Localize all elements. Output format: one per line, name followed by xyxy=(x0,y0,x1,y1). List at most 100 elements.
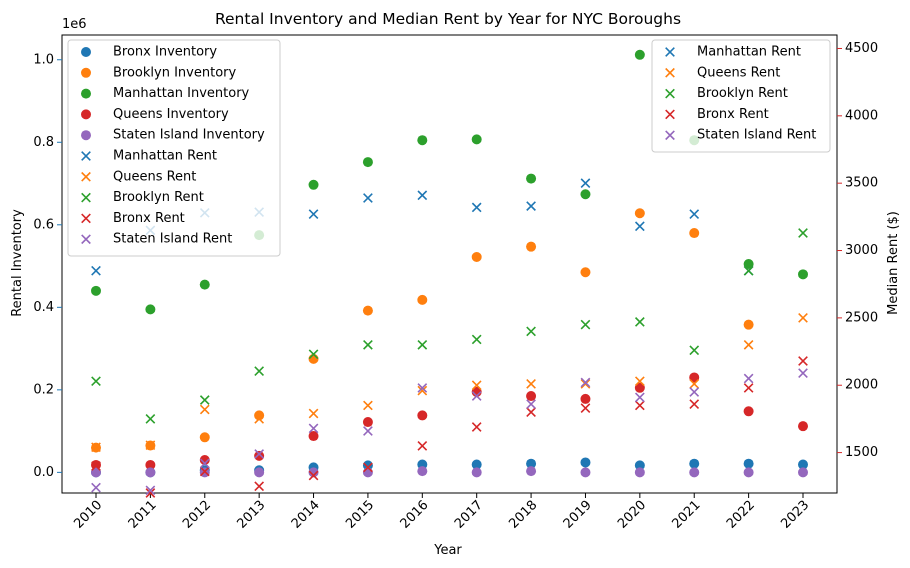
legend-label: Brooklyn Rent xyxy=(697,86,788,101)
rent-point xyxy=(743,265,754,276)
inventory-point xyxy=(308,431,319,442)
rent-point xyxy=(363,462,373,473)
rent-point xyxy=(526,326,536,337)
inventory-point xyxy=(145,467,156,478)
left-tick-label: 0.2 xyxy=(33,382,54,397)
legend-inventory: Bronx Inventory Brooklyn Inventory Manhatt… xyxy=(67,39,281,257)
rent-point xyxy=(254,481,265,492)
inventory-point xyxy=(308,179,319,190)
rent-point xyxy=(91,461,101,471)
rent-point xyxy=(471,422,482,432)
rent-point xyxy=(145,485,156,496)
inventory-point xyxy=(743,259,754,269)
inventory-point xyxy=(526,466,537,477)
rent-point xyxy=(689,387,700,397)
rent-point xyxy=(471,334,482,345)
rent-point xyxy=(798,313,808,323)
rent-point xyxy=(254,449,265,459)
legend-label: Bronx Rent xyxy=(697,107,769,122)
rent-point xyxy=(363,400,373,411)
rent-point xyxy=(308,349,319,360)
legend-box xyxy=(67,39,281,257)
left-tick-label: 0.0 xyxy=(33,465,54,480)
x-tick-label: 2021 xyxy=(670,498,704,532)
legend-rent: Manhattan Rent Queens Rent Brooklyn Rent Br… xyxy=(651,39,831,153)
inventory-point xyxy=(580,189,591,200)
inventory-point xyxy=(743,319,754,330)
rent-point xyxy=(743,339,754,350)
rent-point xyxy=(580,178,591,189)
inventory-point xyxy=(634,49,645,60)
rent-point xyxy=(308,209,319,220)
x-tick-label: 2011 xyxy=(126,498,160,532)
inventory-point xyxy=(417,135,428,146)
inventory-point xyxy=(634,208,645,219)
rent-point xyxy=(417,190,428,201)
rent-point xyxy=(417,440,428,451)
legend-marker xyxy=(81,47,91,57)
rent-point xyxy=(91,376,101,387)
legend-marker xyxy=(665,67,675,78)
rent-point xyxy=(798,368,808,378)
x-tick-label: 2022 xyxy=(724,498,758,532)
legend-marker xyxy=(665,88,675,99)
inventory-point xyxy=(362,460,373,471)
rent-point xyxy=(580,377,591,388)
inventory-point xyxy=(634,382,645,393)
inventory-point xyxy=(145,304,156,315)
x-tick-label: 2014 xyxy=(289,498,323,532)
legend-marker xyxy=(665,109,675,120)
inventory-point xyxy=(362,305,373,316)
rent-point xyxy=(634,392,645,403)
left-tick-label: 1.0 xyxy=(33,52,54,67)
x-tick-label: 2010 xyxy=(71,498,105,532)
x-tick-label: 2023 xyxy=(778,498,812,532)
rent-point xyxy=(199,395,210,405)
inventory-point xyxy=(798,421,808,432)
legend-marker xyxy=(81,130,91,141)
inventory-point xyxy=(362,467,373,478)
legend-marker xyxy=(665,47,675,57)
inventory-point xyxy=(526,458,537,469)
plot-frame xyxy=(61,34,838,494)
rent-point xyxy=(689,399,700,409)
rent-point xyxy=(199,458,210,469)
legend-marker xyxy=(81,151,91,161)
inventory-point xyxy=(362,157,373,168)
legend-label: Staten Island Inventory xyxy=(113,128,265,143)
rent-point xyxy=(471,380,482,391)
rent-point xyxy=(743,383,754,393)
rent-point xyxy=(526,379,536,389)
legend-label: Queens Inventory xyxy=(113,107,229,122)
legend-label: Queens Rent xyxy=(697,65,780,80)
rent-point xyxy=(199,466,210,477)
rent-point xyxy=(526,201,536,211)
rent-point xyxy=(580,379,591,389)
x-tick-label: 2016 xyxy=(398,498,432,532)
inventory-point xyxy=(634,460,645,471)
legend-marker xyxy=(665,130,675,141)
left-axis-offset-label: 1e6 xyxy=(62,17,87,32)
inventory-point xyxy=(254,467,265,478)
rent-point xyxy=(417,385,428,396)
inventory-point xyxy=(743,467,754,478)
inventory-point xyxy=(308,467,319,478)
inventory-point xyxy=(743,458,754,469)
legend-marker xyxy=(81,234,91,245)
legend-marker xyxy=(81,109,91,120)
inventory-point xyxy=(689,228,700,239)
x-tick-label: 2018 xyxy=(506,498,540,532)
left-tick-label: 0.6 xyxy=(33,217,54,232)
x-tick-label: 2020 xyxy=(615,498,649,532)
rent-point xyxy=(91,442,101,453)
inventory-point xyxy=(199,279,210,290)
legend-label: Manhattan Rent xyxy=(113,149,217,164)
x-axis-title: Year xyxy=(433,543,462,558)
rent-point xyxy=(798,356,808,366)
inventory-point xyxy=(526,241,537,252)
rent-point xyxy=(363,193,373,203)
legend-marker xyxy=(81,88,91,99)
inventory-point xyxy=(689,467,700,478)
rent-point xyxy=(145,440,156,451)
rent-point xyxy=(417,339,428,350)
